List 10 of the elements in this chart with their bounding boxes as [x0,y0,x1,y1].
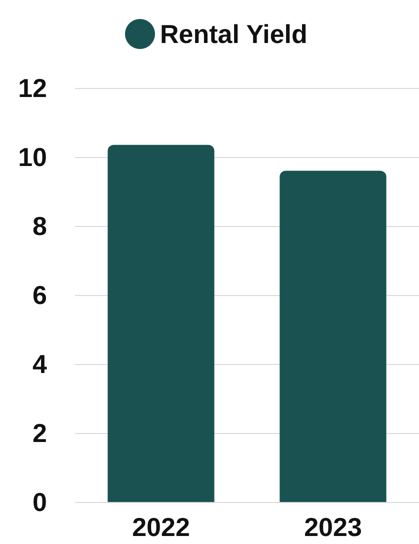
y-tick-label: 10 [18,142,47,172]
legend-label: Rental Yield [160,19,308,49]
y-tick-label: 2 [32,418,47,448]
y-tick-label: 12 [18,73,47,103]
y-tick-label: 6 [32,280,47,310]
y-tick-label: 8 [32,211,47,241]
y-tick-label: 0 [32,487,47,517]
x-tick-label: 2022 [132,512,190,542]
x-tick-label: 2023 [304,512,362,542]
y-tick-label: 4 [32,349,48,379]
